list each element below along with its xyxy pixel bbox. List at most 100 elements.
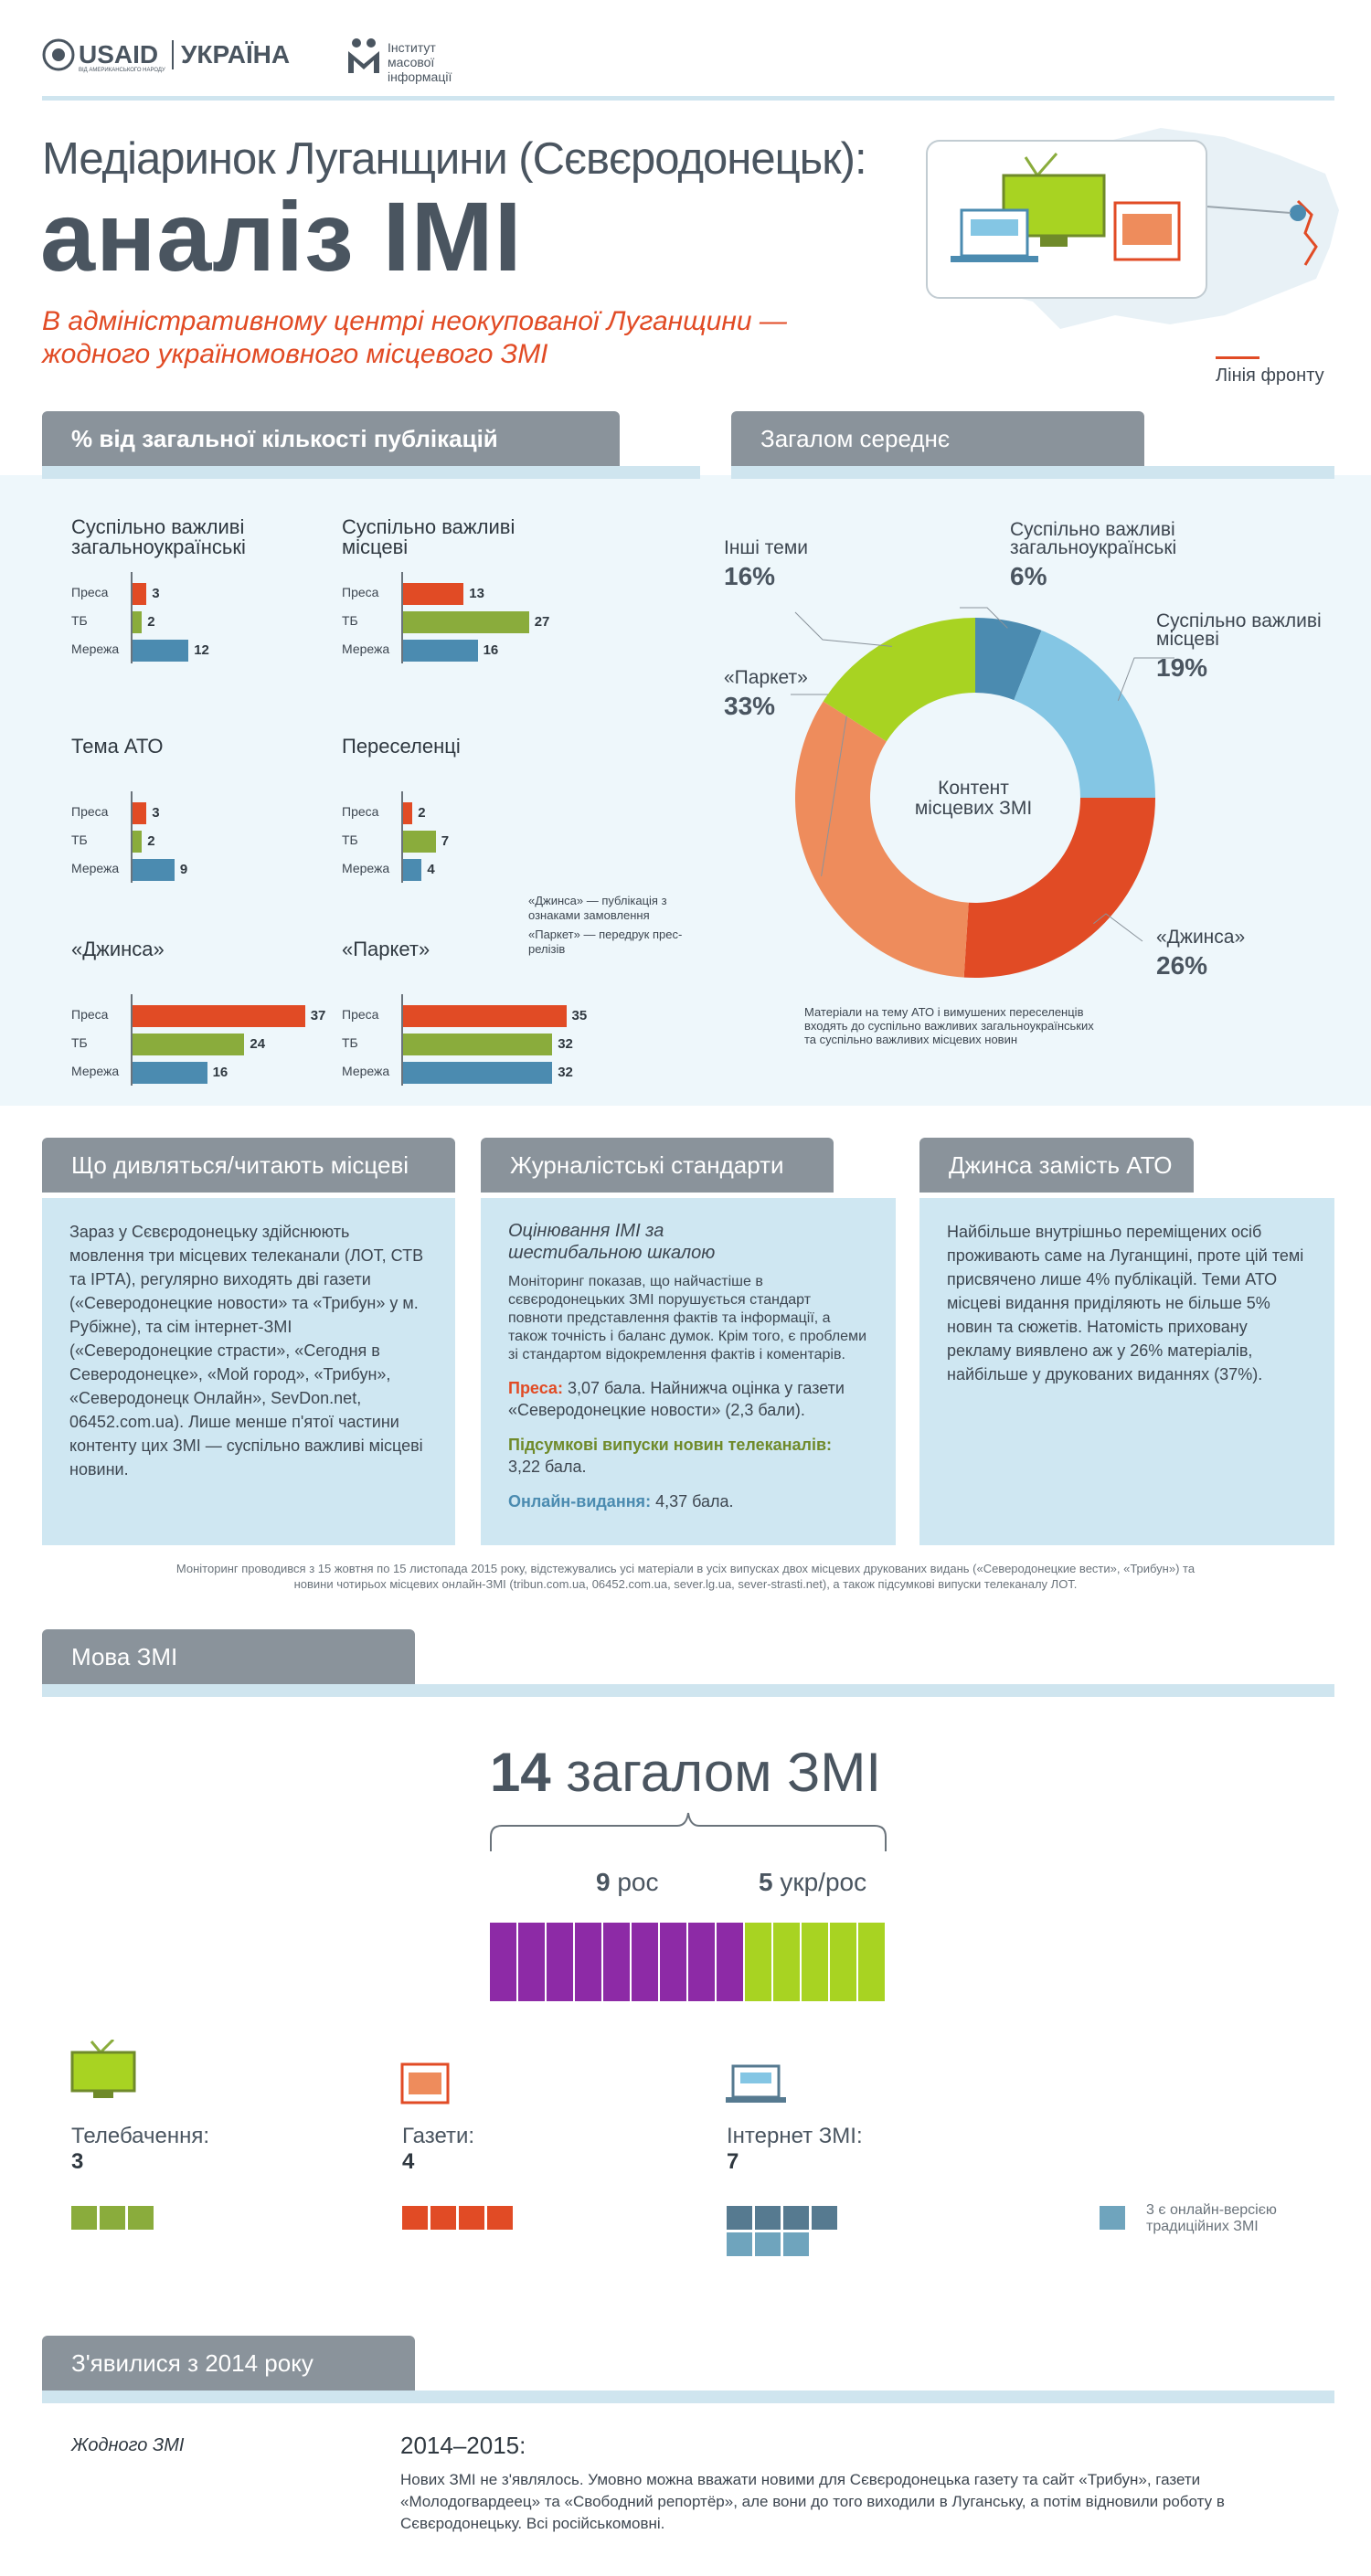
- bar: [133, 1062, 207, 1084]
- section-since2014-header: З'явилися з 2014 року: [42, 2336, 1334, 2403]
- page-title-line1: Медіаринок Луганщини (Сєвєродонецьк):: [42, 134, 867, 184]
- bar-chart-title: Переселенці: [342, 735, 461, 758]
- bar: [133, 831, 143, 853]
- section-publications-tab: % від загальної кількості публікацій: [42, 411, 620, 466]
- bar-chart: «Джинса» Преса 37 ТБ 24 Мережа 16: [71, 938, 325, 1086]
- section-average-header: Загалом середнє: [731, 411, 1334, 479]
- ros-count-label: 9 рос: [596, 1868, 659, 1896]
- section-average-title: Загалом середнє: [760, 425, 951, 452]
- language-segment-ros: [490, 1923, 518, 2001]
- front-line-legend-swatch: [1216, 356, 1259, 359]
- media-type-count: 3: [71, 2149, 84, 2174]
- section-publications-title: % від загальної кількості публікацій: [71, 425, 498, 452]
- language-segment-ros: [632, 1923, 660, 2001]
- usaid-seal-icon: [42, 38, 75, 71]
- donut-leader-line: [794, 611, 892, 647]
- language-segment-ros: [575, 1923, 603, 2001]
- panel-watch-tab: Що дивляться/читають місцеві: [42, 1138, 455, 1193]
- definition-jinsa: «Джинса» — публікація з ознаками замовле…: [528, 894, 667, 922]
- since2014-text: Нових ЗМІ не з'являлось. Умовно можна вв…: [400, 2471, 1225, 2532]
- bar-value-label: 2: [418, 805, 426, 821]
- bar: [403, 1062, 553, 1084]
- panel-jinsa: Джинса замість АТО Найбільше внутрішньо …: [919, 1138, 1334, 1545]
- panel-standards-press: Преса: 3,07 бала. Найнижча оцінка у газе…: [508, 1379, 845, 1419]
- usaid-subtext: ВІД АМЕРИКАНСЬКОГО НАРОДУ: [79, 68, 165, 73]
- bar: [133, 640, 189, 662]
- language-segment-ros: [518, 1923, 547, 2001]
- since2014-left: Жодного ЗМІ: [71, 2435, 185, 2455]
- media-unit-square: [727, 2206, 752, 2230]
- donut-slice: [975, 618, 1042, 701]
- donut-center-label: Контент місцевих ЗМІ: [914, 778, 1033, 819]
- laptop-type-icon: [726, 2064, 786, 2103]
- section-since2014-title: З'явилися з 2014 року: [71, 2349, 314, 2377]
- bar-chart-title: Суспільно важливі місцеві: [342, 515, 515, 558]
- bar-value-label: 32: [558, 1036, 573, 1052]
- bar-value-label: 24: [250, 1036, 266, 1052]
- media-unit-square: [812, 2206, 837, 2230]
- bar-chart-title: «Паркет»: [342, 938, 430, 960]
- bar-value-label: 16: [483, 642, 499, 658]
- bar: [403, 1034, 553, 1055]
- bar: [133, 1005, 305, 1027]
- panel-watch-title: Що дивляться/читають місцеві: [71, 1151, 409, 1179]
- bar-value-label: 3: [152, 805, 160, 821]
- bar-category-label: ТБ: [71, 1035, 88, 1050]
- usaid-text: USAID: [79, 40, 159, 69]
- bar: [133, 859, 175, 881]
- bar-category-label: Мережа: [71, 1064, 120, 1078]
- donut-slice-value: 19%: [1156, 653, 1207, 682]
- bar-category-label: Мережа: [342, 641, 390, 656]
- panel-jinsa-text: Найбільше внутрішньо переміщених осіб пр…: [947, 1223, 1304, 1383]
- bar-value-label: 27: [534, 614, 550, 630]
- panel-standards-title: Журналістські стандарти: [510, 1151, 784, 1179]
- imi-logo-icon: [348, 38, 379, 73]
- media-unit-square: [100, 2206, 125, 2230]
- donut-leader-line: [1093, 913, 1143, 942]
- donut-slice-label: загальноукраїнські: [1010, 537, 1176, 558]
- panel-jinsa-title: Джинса замість АТО: [949, 1151, 1173, 1179]
- ukraine-map-illustration: [926, 128, 1339, 329]
- bar-category-label: ТБ: [342, 1035, 358, 1050]
- bar-category-label: ТБ: [71, 832, 88, 847]
- imi-logo: Інститут масової інформації: [345, 35, 492, 84]
- bar-value-label: 2: [147, 614, 155, 630]
- bar-chart-title: «Джинса»: [71, 938, 165, 960]
- bar-category-label: Мережа: [71, 641, 120, 656]
- media-unit-square: [128, 2206, 154, 2230]
- newspaper-type-icon: [400, 2062, 450, 2104]
- panel-jinsa-body: Найбільше внутрішньо переміщених осіб пр…: [919, 1198, 1334, 1545]
- donut-leader-line: [1117, 657, 1174, 701]
- language-segment-ukr: [830, 1923, 858, 2001]
- language-segment-ros: [603, 1923, 632, 2001]
- lead-text: В адміністративному центрі неокупованої …: [42, 306, 787, 369]
- bar-value-label: 4: [427, 862, 435, 877]
- bar-value-label: 13: [469, 586, 484, 601]
- bar: [403, 859, 422, 881]
- panel-standards-body: Оцінювання ІМІ за шестибальною шкалою Мо…: [481, 1198, 896, 1545]
- section-publications-header: % від загальної кількості публікацій: [42, 411, 700, 479]
- laptop-icon: [951, 208, 1038, 262]
- bar-value-label: 2: [147, 833, 155, 849]
- since2014-years: 2014–2015:: [400, 2432, 526, 2459]
- tv-icon: [1002, 153, 1106, 247]
- media-unit-square: [487, 2206, 513, 2230]
- bar-chart-title: Тема АТО: [71, 735, 164, 758]
- donut-leader-line: [960, 607, 1008, 629]
- language-segment-ukr: [858, 1923, 887, 2001]
- donut-chart: Суспільно важливізагальноукраїнські6%Сус…: [724, 519, 1322, 980]
- usaid-logo: USAID ВІД АМЕРИКАНСЬКОГО НАРОДУ УКРАЇНА: [42, 38, 290, 75]
- language-segment-ros: [688, 1923, 717, 2001]
- donut-slice: [1014, 630, 1155, 798]
- bar: [133, 1034, 245, 1055]
- donut-slice-value: 33%: [724, 692, 775, 720]
- bar-chart-axis: [401, 791, 403, 883]
- media-type-label: Газети:: [402, 2124, 475, 2148]
- bar-chart-axis: [401, 994, 403, 1086]
- donut-slice-label: Суспільно важливі: [1010, 519, 1175, 540]
- bar-chart: Суспільно важливі загальноукраїнські Прес…: [71, 517, 309, 663]
- section-average-tab: Загалом середнє: [731, 411, 1144, 466]
- bar-category-label: Преса: [342, 585, 379, 599]
- bar-value-label: 32: [558, 1065, 573, 1080]
- panel-watch-body: Зараз у Сєвєродонецьку здійснюють мовлен…: [42, 1198, 455, 1545]
